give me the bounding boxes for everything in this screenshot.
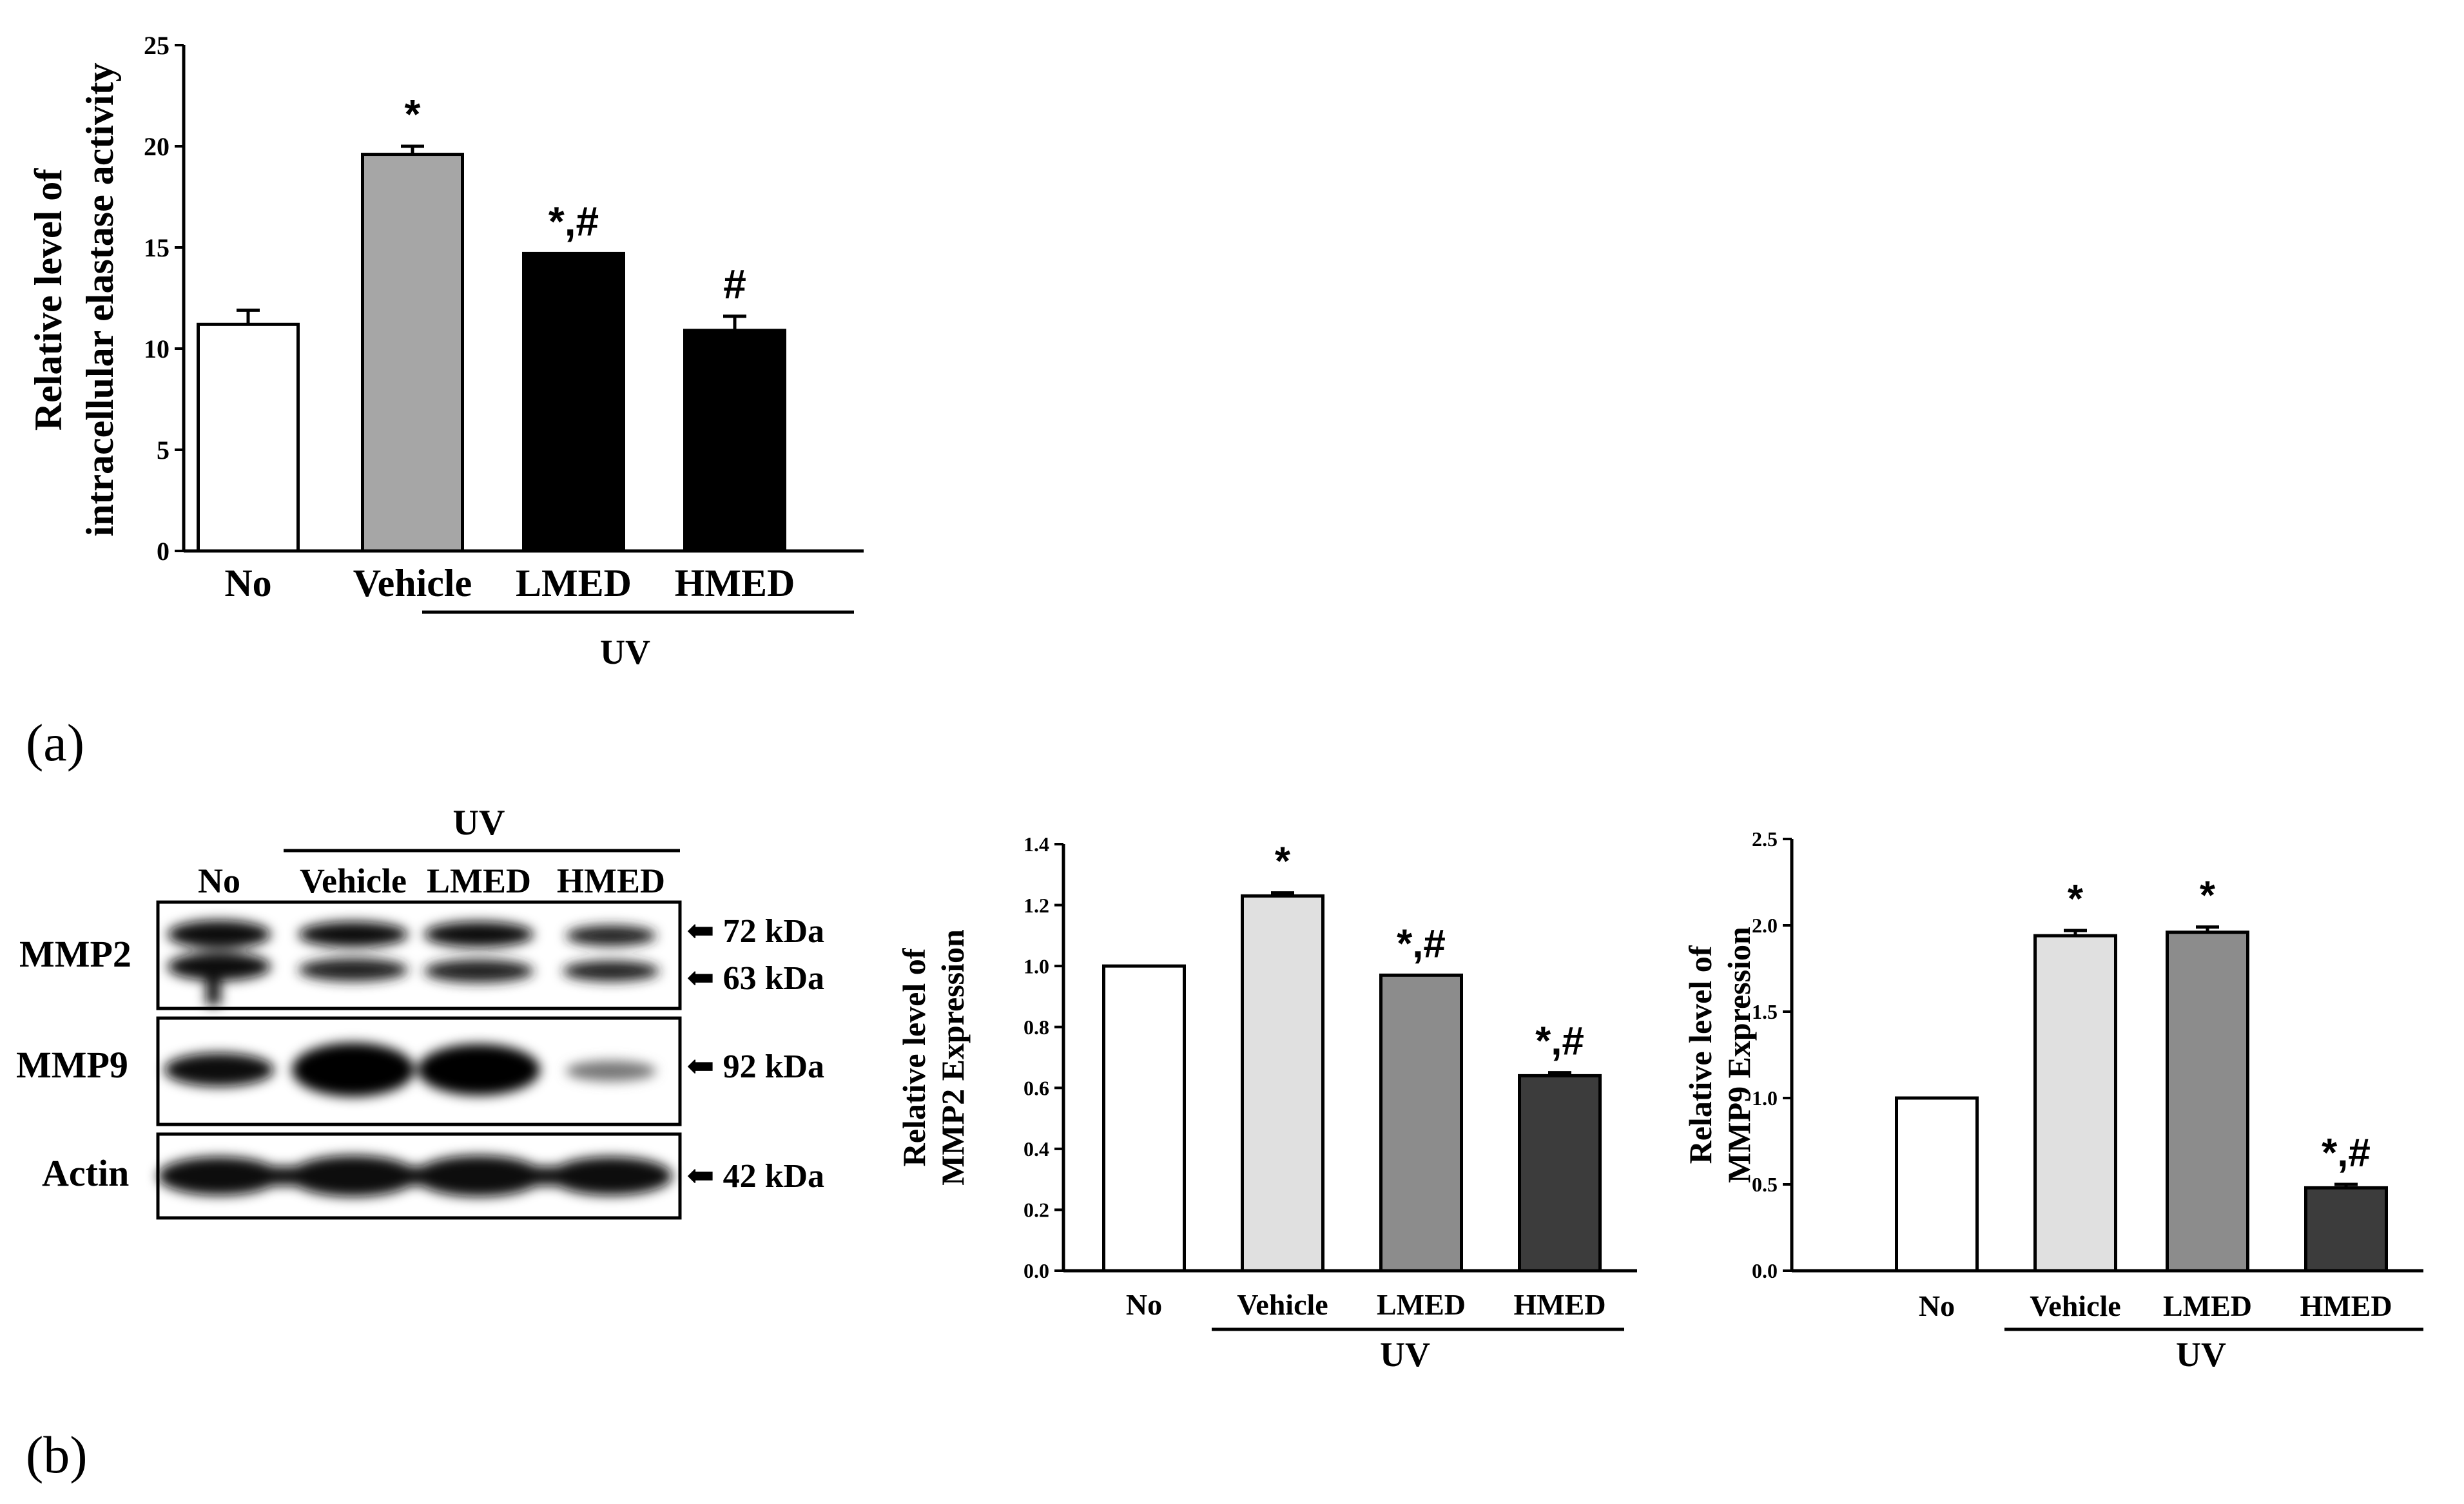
category-label: Vehicle [1237, 1288, 1328, 1321]
y-axis-label: Relative level of [27, 168, 70, 431]
bar-hmed [1518, 1074, 1602, 1273]
significance-marker: * [1275, 840, 1291, 884]
blot-marker-63kda: ⬅ 63 kDa [686, 960, 824, 997]
y-tick-label: 15 [144, 233, 170, 262]
y-tick-label: 5 [157, 436, 170, 465]
bar-vehicle [361, 153, 464, 553]
y-tick-label: 1.4 [1023, 833, 1049, 856]
y-axis-label: Relative level of [896, 947, 932, 1166]
y-tick-label: 0.6 [1023, 1076, 1049, 1099]
significance-marker: # [723, 261, 746, 307]
y-tick-label: 20 [144, 132, 170, 161]
significance-marker: *,# [2322, 1131, 2371, 1175]
category-label: HMED [1513, 1288, 1605, 1321]
blot-bands-mmp9 [164, 1043, 656, 1097]
significance-marker: *,# [1397, 921, 1446, 966]
y-tick-label: 0 [157, 537, 170, 566]
mmp2-expression-chart: 0.0 0.2 0.4 0.6 0.8 1.0 1.2 1.4 Relative level o… [896, 833, 1637, 1374]
bar-no [1895, 1096, 1979, 1273]
category-label: Vehicle [2030, 1289, 2120, 1322]
significance-marker: *,# [1535, 1019, 1584, 1064]
bar-lmed [2166, 930, 2249, 1273]
y-axis-label: intracellular elastase activity [79, 63, 121, 536]
category-label: No [224, 562, 271, 604]
category-label: LMED [516, 562, 632, 604]
western-blot: UV No Vehicle LMED HMED MMP2 ⬅ 72 kDa ⬅ … [16, 803, 824, 1220]
y-tick-label: 1.0 [1023, 954, 1049, 978]
blot-row-label-mmp9: MMP9 [16, 1044, 128, 1086]
elastase-activity-chart: 0 5 10 15 20 25 Relative level of intracellular… [27, 31, 864, 671]
y-tick-label: 2.5 [1752, 827, 1778, 851]
blot-marker-72kda: ⬅ 72 kDa [686, 913, 824, 950]
bar-lmed [522, 251, 625, 553]
blot-uv-label: UV [453, 803, 505, 843]
blot-lane-label-hmed: HMED [557, 862, 665, 900]
category-label: No [1919, 1289, 1955, 1322]
category-label: Vehicle [353, 562, 472, 604]
blot-marker-92kda: ⬅ 92 kDa [686, 1048, 824, 1085]
blot-marker-42kda: ⬅ 42 kDa [686, 1158, 824, 1195]
y-tick-label: 0.0 [1752, 1259, 1778, 1282]
blot-row-label-mmp2: MMP2 [19, 933, 131, 975]
y-tick-label: 1.0 [1752, 1086, 1778, 1110]
bar-lmed [1379, 973, 1463, 1273]
category-label: HMED [675, 562, 795, 604]
y-tick-label: 0.8 [1023, 1016, 1049, 1039]
y-tick-label: 0.0 [1023, 1259, 1049, 1282]
y-axis-label: MMP2 Expression [935, 929, 971, 1186]
y-tick-label: 25 [144, 31, 170, 60]
y-tick-label: 1.2 [1023, 894, 1049, 917]
y-tick-label: 0.4 [1023, 1137, 1049, 1161]
blot-row-label-actin: Actin [42, 1152, 129, 1194]
y-axis-label: Relative level of [1682, 945, 1718, 1164]
bar-vehicle [1241, 894, 1324, 1273]
uv-group-label: UV [2176, 1335, 2226, 1374]
category-label: HMED [2300, 1289, 2392, 1322]
bar-no [197, 322, 300, 553]
bar-no [1102, 964, 1186, 1273]
blot-lane-label-no: No [198, 862, 240, 900]
bar-vehicle [2033, 934, 2117, 1273]
y-axis-label: MMP9 Expression [1721, 927, 1757, 1183]
mmp9-expression-chart: 0.0 0.5 1.0 1.5 2.0 2.5 Relative level of MMP9 … [1682, 827, 2423, 1374]
y-tick-label: 10 [144, 334, 170, 363]
bar-hmed [683, 329, 786, 553]
blot-lane-label-vehicle: Vehicle [300, 862, 407, 900]
panel-label-b: (b) [26, 1425, 88, 1484]
significance-marker: * [2068, 877, 2084, 921]
panel-label-a: (a) [26, 713, 84, 772]
uv-group-label: UV [1380, 1335, 1430, 1374]
blot-bands-mmp2 [168, 920, 659, 1005]
y-tick-label: 1.5 [1752, 1000, 1778, 1023]
y-tick-label: 0.2 [1023, 1199, 1049, 1222]
significance-marker: *,# [548, 198, 599, 244]
blot-lane-label-lmed: LMED [427, 862, 531, 900]
category-label: LMED [2163, 1289, 2252, 1322]
blot-bands-actin [158, 1155, 672, 1197]
significance-marker: * [405, 91, 421, 137]
bar-hmed [2304, 1186, 2388, 1273]
significance-marker: * [2200, 874, 2216, 918]
uv-group-label: UV [600, 633, 650, 671]
y-tick-label: 2.0 [1752, 914, 1778, 937]
y-tick-label: 0.5 [1752, 1173, 1778, 1196]
category-label: No [1126, 1288, 1162, 1321]
category-label: LMED [1377, 1288, 1466, 1321]
